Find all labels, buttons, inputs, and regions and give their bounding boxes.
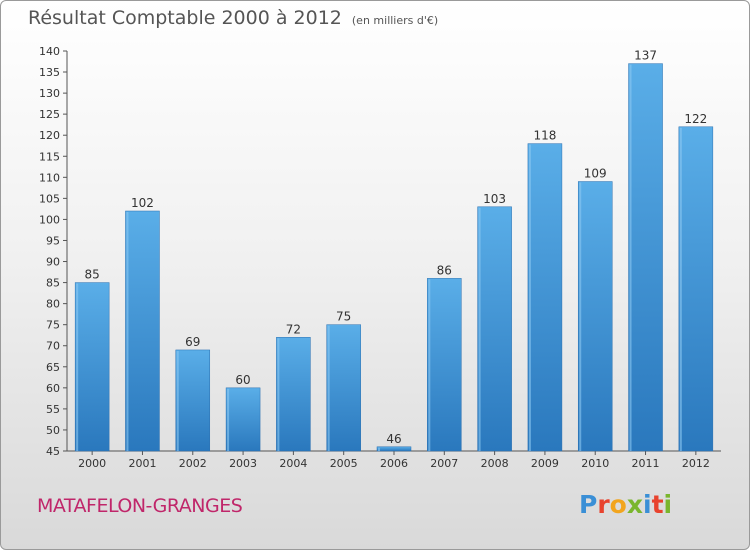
value-label-2008: 103	[483, 192, 506, 206]
x-tick-label-2012: 2012	[682, 457, 710, 470]
logo-letter: r	[597, 490, 610, 519]
bar-highlight	[76, 283, 79, 451]
x-tick-label-2010: 2010	[581, 457, 609, 470]
bar-highlight	[679, 127, 682, 451]
bar-highlight	[579, 182, 582, 452]
y-tick-label: 85	[46, 277, 60, 290]
bar-highlight	[277, 338, 280, 451]
x-tick-label-2002: 2002	[179, 457, 207, 470]
label-layer: 85 2000 102 2001 69 2002 60 2003 72 2004 75 2005 46 2…	[78, 49, 710, 470]
x-tick-label-2001: 2001	[128, 457, 156, 470]
y-tick-label: 80	[46, 298, 60, 311]
x-tick-label-2006: 2006	[380, 457, 408, 470]
x-tick-label-2008: 2008	[481, 457, 509, 470]
bar-2005	[326, 324, 361, 452]
value-label-2009: 118	[533, 129, 556, 143]
x-tick-label-2007: 2007	[430, 457, 458, 470]
bar-layer	[74, 63, 714, 452]
bar-2001	[125, 210, 160, 452]
y-tick-label: 45	[46, 445, 60, 458]
value-label-2005: 75	[336, 310, 351, 324]
y-tick-label: 55	[46, 403, 60, 416]
x-tick-label-2005: 2005	[330, 457, 358, 470]
value-label-2003: 60	[235, 373, 250, 387]
bar-highlight	[629, 64, 632, 451]
y-tick-label: 130	[39, 87, 60, 100]
bar-2002	[175, 349, 211, 452]
bar-highlight	[227, 388, 230, 451]
y-tick-label: 115	[39, 150, 60, 163]
x-tick-label-2004: 2004	[279, 457, 307, 470]
commune-name: MATAFELON-GRANGES	[37, 495, 243, 517]
y-tick-label: 100	[39, 213, 60, 226]
bar-highlight	[176, 350, 179, 451]
x-tick-label-2009: 2009	[531, 457, 559, 470]
proxiti-logo: Proxiti	[579, 490, 672, 519]
y-tick-label: 135	[39, 66, 60, 79]
y-tick-label: 65	[46, 361, 60, 374]
bar-highlight	[327, 325, 330, 451]
value-label-2002: 69	[185, 335, 200, 349]
logo-letter: i	[663, 490, 673, 519]
bar-highlight	[378, 447, 380, 451]
bar-highlight	[478, 207, 481, 451]
bar-highlight	[528, 144, 531, 451]
logo-letter: P	[579, 490, 598, 519]
bar-2003	[225, 387, 261, 452]
bar-2000	[74, 282, 110, 452]
y-tick-label: 125	[39, 108, 60, 121]
logo-letter: o	[609, 490, 627, 519]
bar-highlight	[126, 212, 129, 451]
value-label-2004: 72	[286, 322, 301, 336]
value-label-2012: 122	[684, 112, 707, 126]
value-label-2007: 86	[437, 263, 452, 277]
value-label-2006: 46	[386, 432, 401, 446]
bar-2006	[376, 446, 412, 452]
bar-2011	[628, 63, 663, 452]
logo-letter: t	[651, 490, 664, 519]
bar-2012	[678, 126, 714, 452]
y-tick-label: 60	[46, 382, 60, 395]
y-tick-label: 95	[46, 234, 60, 247]
bar-2008	[477, 206, 512, 452]
y-tick-label: 70	[46, 340, 60, 353]
logo-letter: i	[643, 490, 652, 519]
bar-highlight	[428, 279, 431, 451]
y-tick-label: 50	[46, 424, 60, 437]
value-label-2011: 137	[634, 49, 657, 63]
y-tick-label: 120	[39, 129, 60, 142]
x-tick-label-2000: 2000	[78, 457, 106, 470]
bar-2004	[276, 337, 311, 452]
bar-2009	[527, 143, 563, 452]
x-tick-label-2003: 2003	[229, 457, 257, 470]
value-label-2010: 109	[584, 167, 607, 181]
bar-2007	[427, 278, 462, 452]
value-label-2000: 85	[85, 268, 100, 282]
bar-2010	[577, 181, 613, 452]
chart-subtitle: (en milliers d'€)	[351, 14, 439, 27]
y-tick-label: 90	[46, 256, 60, 269]
y-tick-label: 75	[46, 319, 60, 332]
value-label-2001: 102	[131, 196, 154, 210]
x-tick-label-2011: 2011	[632, 457, 660, 470]
title-row: Résultat Comptable 2000 à 2012 (en millie…	[28, 7, 438, 29]
chart-title: Résultat Comptable 2000 à 2012	[28, 7, 342, 29]
y-tick-label: 105	[39, 192, 60, 205]
y-tick-label: 140	[39, 45, 60, 58]
y-tick-label: 110	[39, 171, 60, 184]
logo-letter: x	[626, 490, 643, 519]
